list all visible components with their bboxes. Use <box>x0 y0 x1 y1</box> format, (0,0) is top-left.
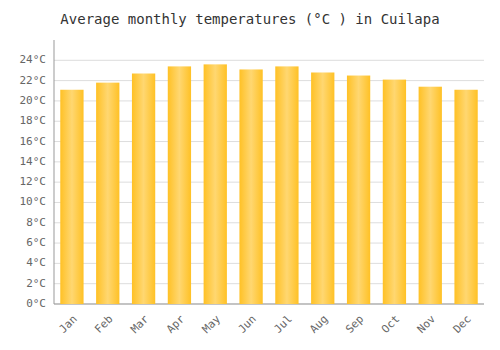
y-tick-label: 24°C <box>20 53 47 66</box>
y-axis-line <box>54 40 55 304</box>
x-tick-label: Apr <box>164 312 188 336</box>
y-tick-label: 4°C <box>26 256 46 269</box>
x-tick-label: Sep <box>343 313 366 336</box>
y-tick-label: 22°C <box>20 74 47 87</box>
bar <box>239 69 262 304</box>
bar <box>347 76 370 304</box>
bar <box>454 90 477 304</box>
x-tick-label: May <box>200 312 224 336</box>
bar <box>419 87 442 304</box>
bars <box>60 64 477 304</box>
x-tick-label: Nov <box>415 312 439 336</box>
y-tick-label: 2°C <box>26 277 46 290</box>
bar <box>60 90 83 304</box>
bar <box>383 80 406 304</box>
title: Average monthly temperatures (°C ) in Cu… <box>60 11 439 27</box>
x-tick-label: Jul <box>271 313 294 336</box>
x-tick-label: Oct <box>379 313 402 336</box>
x-tick-label: Dec <box>451 313 474 336</box>
y-tick-label: 20°C <box>20 94 47 107</box>
y-tick-label: 16°C <box>20 135 47 148</box>
y-tick-label: 18°C <box>20 114 47 127</box>
y-tick-label: 10°C <box>20 195 47 208</box>
y-tick-label: 12°C <box>20 175 47 188</box>
x-tick-label: Feb <box>92 313 115 336</box>
chart: Average monthly temperatures (°C ) in Cu… <box>0 0 500 350</box>
y-tick-label: 0°C <box>26 297 46 310</box>
y-tick-label: 8°C <box>26 216 46 229</box>
bar <box>96 83 119 304</box>
grid-line <box>54 80 484 81</box>
bar <box>204 64 227 304</box>
bar <box>275 66 298 304</box>
grid-line <box>54 60 484 61</box>
x-tick-label: Jan <box>56 313 79 336</box>
y-tick-label: 14°C <box>20 155 47 168</box>
bar <box>311 72 334 304</box>
bar <box>132 74 155 304</box>
bar <box>168 66 191 304</box>
y-tick-label: 6°C <box>26 236 46 249</box>
x-tick-label: Jun <box>236 313 259 336</box>
x-tick-label: Aug <box>307 313 330 336</box>
x-tick-label: Mar <box>128 312 152 336</box>
